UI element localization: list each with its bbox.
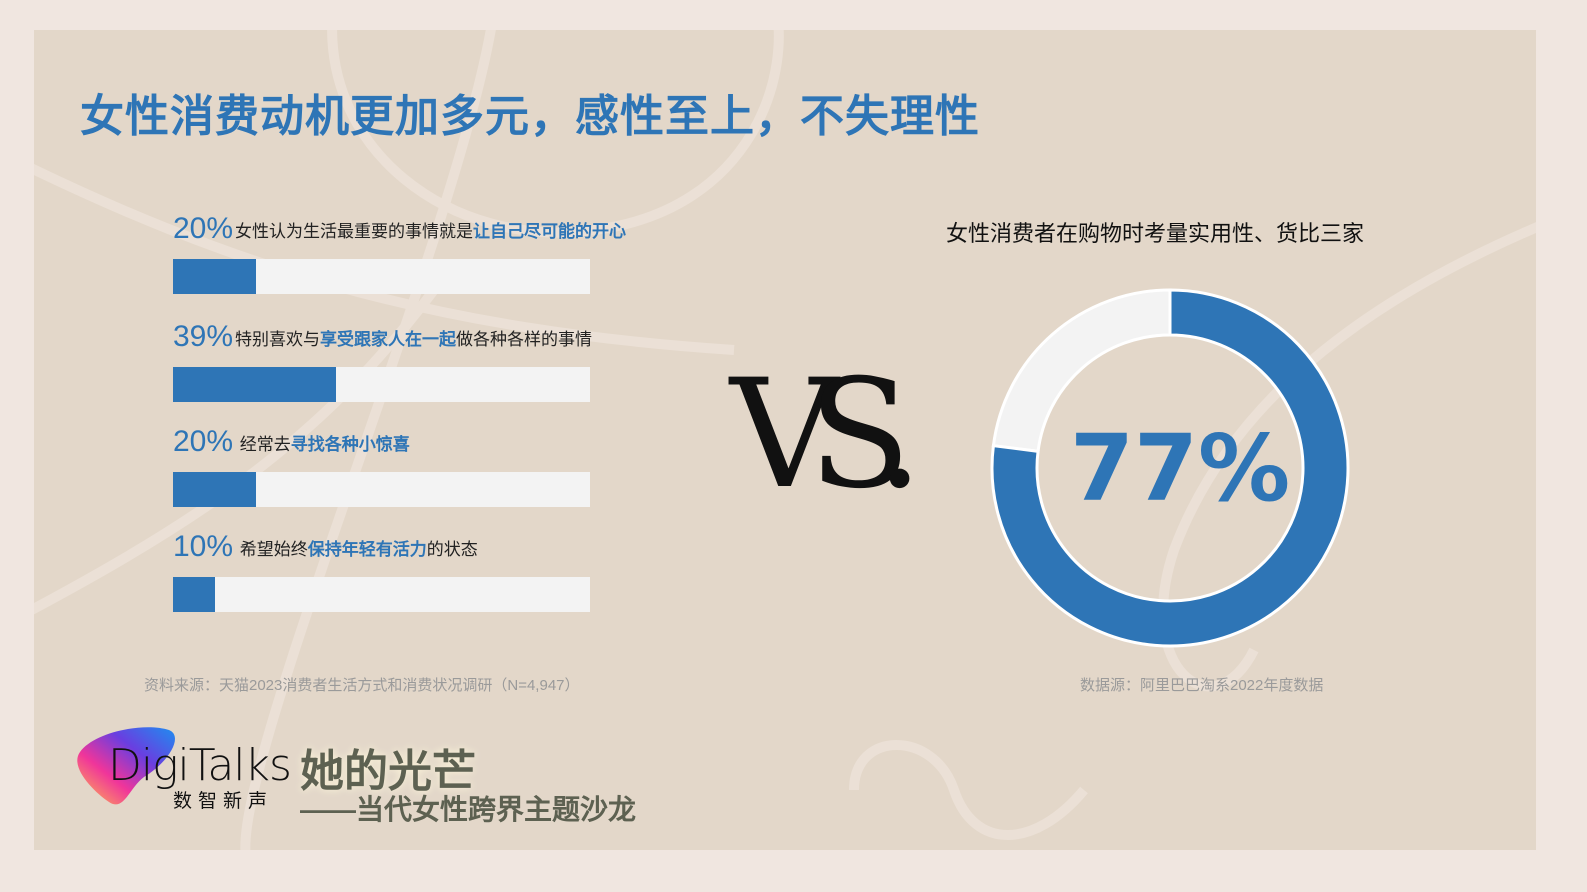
vs-label: VS. xyxy=(730,348,923,522)
bar-percent-label: 20% xyxy=(173,425,234,458)
bar-track xyxy=(173,472,590,507)
bar-fill xyxy=(173,259,257,294)
bar-text-before: 女性认为生活最重要的事情就是 xyxy=(235,221,474,241)
bar-text-after: 的状态 xyxy=(426,539,478,559)
logo-subtitle: 数智新声 xyxy=(173,791,274,812)
bar-percent-label: 20% xyxy=(173,212,234,245)
bar-fill xyxy=(173,577,215,612)
donut-title: 女性消费者在购物时考量实用性、货比三家 xyxy=(946,221,1365,246)
bar-track xyxy=(173,367,590,402)
donut-value-slice xyxy=(990,288,1350,648)
bar-percent-label: 10% xyxy=(173,530,234,563)
donut-center-label: 77% xyxy=(1070,415,1291,522)
bar-track xyxy=(173,259,590,294)
donut-source: 数据源：阿里巴巴淘系2022年度数据 xyxy=(1080,677,1324,694)
bar-label-row: 20% 女性认为生活最重要的事情就是让自己尽可能的开心 xyxy=(173,212,626,246)
bar-text-before: 希望始终 xyxy=(235,539,308,559)
bar-label-row: 39% 特别喜欢与享受跟家人在一起做各种各样的事情 xyxy=(173,320,592,354)
donut-chart xyxy=(990,288,1350,648)
bar-text-highlight: 保持年轻有活力 xyxy=(307,539,427,559)
bar-fill xyxy=(173,472,257,507)
bar-text-highlight: 寻找各种小惊喜 xyxy=(290,434,410,454)
bar-description: 特别喜欢与享受跟家人在一起做各种各样的事情 xyxy=(235,330,592,349)
bar-fill xyxy=(173,367,336,402)
bar-text-before: 特别喜欢与 xyxy=(235,329,321,349)
event-subtitle: ——当代女性跨界主题沙龙 xyxy=(300,794,637,825)
logo-name: DigiTalks xyxy=(108,740,292,791)
page-title: 女性消费动机更加多元，感性至上，不失理性 xyxy=(80,92,980,141)
bar-chart-source: 资料来源：天猫2023消费者生活方式和消费状况调研（N=4,947） xyxy=(144,677,580,694)
bar-percent-label: 39% xyxy=(173,320,234,353)
event-title: 她的光芒 xyxy=(300,747,476,796)
bar-track xyxy=(173,577,590,612)
bar-description: 女性认为生活最重要的事情就是让自己尽可能的开心 xyxy=(235,222,626,241)
bar-text-after: 做各种各样的事情 xyxy=(456,329,593,349)
slide-panel xyxy=(34,30,1536,850)
bar-text-before: 经常去 xyxy=(235,434,291,454)
bar-text-highlight: 让自己尽可能的开心 xyxy=(473,221,627,241)
bar-text-highlight: 享受跟家人在一起 xyxy=(320,329,457,349)
bar-label-row: 20% 经常去寻找各种小惊喜 xyxy=(173,425,410,459)
logo-shape xyxy=(77,727,175,805)
bar-description: 希望始终保持年轻有活力的状态 xyxy=(235,540,478,559)
bar-description: 经常去寻找各种小惊喜 xyxy=(235,435,410,454)
bar-label-row: 10% 希望始终保持年轻有活力的状态 xyxy=(173,530,478,564)
